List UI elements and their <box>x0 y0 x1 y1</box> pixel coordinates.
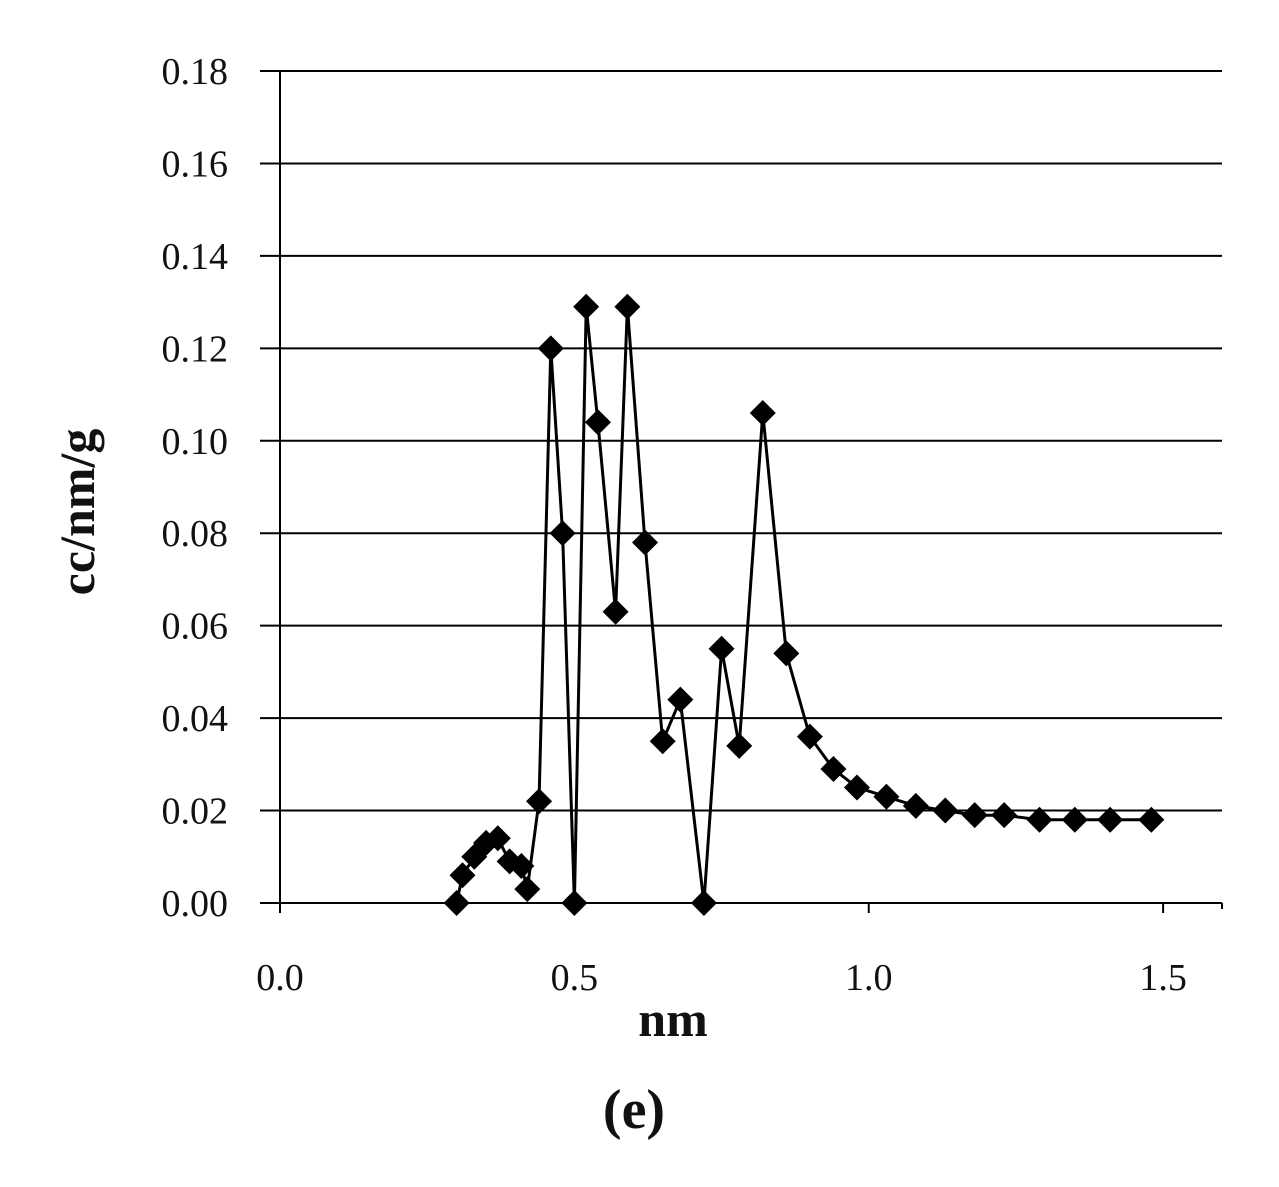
data-point-24 <box>796 723 823 750</box>
x-tick-label-3: 1.5 <box>1139 957 1187 999</box>
data-point-21 <box>726 732 753 759</box>
data-point-23 <box>773 640 800 667</box>
data-point-1 <box>449 862 476 889</box>
y-tick-label-8: 0.16 <box>162 143 229 185</box>
data-point-0 <box>443 890 470 916</box>
data-point-26 <box>843 774 870 801</box>
x-tick-label-2: 1.0 <box>845 957 893 999</box>
x-tick-label-0: 0.0 <box>256 957 304 999</box>
y-axis-title: cc/nm/g <box>49 429 105 596</box>
y-tick-label-3: 0.06 <box>162 606 229 648</box>
data-point-18 <box>667 686 694 713</box>
data-point-32 <box>1026 806 1053 833</box>
data-point-14 <box>602 598 629 625</box>
y-tick-label-5: 0.10 <box>162 421 229 463</box>
data-point-13 <box>584 409 611 436</box>
x-tick-labels: 0.0 0.5 1.0 1.5 <box>256 957 1187 999</box>
panel-label: (e) <box>603 1079 665 1141</box>
gridlines <box>260 70 1222 904</box>
y-tick-label-0: 0.00 <box>162 883 229 925</box>
series-line <box>455 306 1152 904</box>
data-point-4 <box>484 825 511 852</box>
data-point-15 <box>614 293 641 320</box>
data-point-7 <box>514 876 541 903</box>
data-point-16 <box>632 529 659 556</box>
data-markers <box>443 293 1165 916</box>
y-tick-label-7: 0.14 <box>162 236 229 278</box>
data-point-28 <box>902 792 929 819</box>
y-tick-label-2: 0.04 <box>162 698 229 740</box>
x-axis-title: nm <box>638 991 707 1047</box>
data-point-11 <box>561 890 588 916</box>
data-point-12 <box>573 293 600 320</box>
data-point-33 <box>1061 806 1088 833</box>
y-tick-label-6: 0.12 <box>162 328 229 370</box>
data-point-20 <box>708 635 735 662</box>
data-point-29 <box>932 797 959 824</box>
y-tick-labels: 0.00 0.02 0.04 0.06 0.08 0.10 0.12 0.14 0.16 0.18 <box>162 51 229 925</box>
data-point-22 <box>749 400 776 427</box>
data-point-17 <box>649 728 676 755</box>
data-point-25 <box>820 755 847 782</box>
data-point-6 <box>508 853 535 880</box>
data-point-19 <box>690 890 717 916</box>
data-point-30 <box>961 802 988 829</box>
x-tick-label-1: 0.5 <box>551 957 599 999</box>
data-point-27 <box>873 783 900 810</box>
y-tick-label-4: 0.08 <box>162 513 229 555</box>
y-tick-label-9: 0.18 <box>162 51 229 93</box>
data-point-8 <box>526 788 553 815</box>
data-point-34 <box>1097 806 1124 833</box>
data-point-35 <box>1138 806 1165 833</box>
data-point-31 <box>991 802 1018 829</box>
y-tick-label-1: 0.02 <box>162 791 229 833</box>
data-point-9 <box>537 335 564 362</box>
axes <box>279 71 1223 913</box>
data-point-10 <box>549 520 576 547</box>
